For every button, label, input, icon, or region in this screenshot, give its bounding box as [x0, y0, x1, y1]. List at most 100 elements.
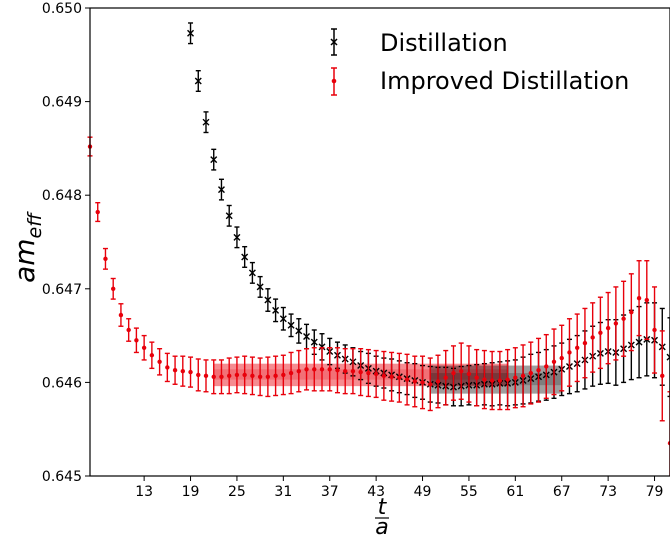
improved-distillation-marker — [451, 370, 456, 376]
improved-distillation-point — [582, 307, 588, 379]
distillation-marker — [210, 156, 218, 164]
improved-distillation-point — [218, 359, 224, 395]
improved-distillation-marker — [582, 340, 588, 346]
improved-distillation-marker — [652, 327, 657, 333]
improved-distillation-marker — [466, 371, 472, 377]
improved-distillation-marker — [605, 325, 611, 331]
improved-distillation-marker — [343, 368, 348, 374]
improved-distillation-point — [528, 341, 534, 405]
x-tick-label: 31 — [274, 484, 292, 500]
x-axis-label: t a — [375, 495, 389, 539]
distillation-marker — [666, 353, 670, 361]
improved-distillation-marker — [520, 373, 526, 379]
improved-distillation-point — [118, 303, 124, 327]
improved-distillation-point — [412, 355, 418, 408]
plot-frame — [89, 7, 670, 477]
improved-distillation-point — [164, 352, 170, 383]
distillation-point — [303, 323, 311, 350]
distillation-marker — [635, 338, 643, 346]
improved-distillation-marker — [381, 373, 387, 379]
x-tick-label: 25 — [228, 484, 246, 500]
improved-distillation-point — [590, 302, 596, 373]
improved-distillation-point — [95, 201, 101, 223]
improved-distillation-point — [195, 358, 201, 392]
improved-distillation-point — [188, 356, 194, 388]
improved-distillation-marker — [621, 316, 626, 321]
y-tick-label: 0.645 — [42, 469, 82, 485]
improved-distillation-point — [126, 318, 132, 342]
distillation-marker — [264, 296, 272, 304]
distillation-point — [256, 275, 264, 298]
distillation-point — [248, 261, 256, 284]
improved-distillation-point — [389, 351, 395, 402]
improved-distillation-marker — [636, 295, 642, 301]
improved-distillation-marker — [598, 330, 603, 335]
improved-distillation-marker — [474, 375, 479, 380]
distillation-point — [202, 111, 210, 134]
improved-distillation-point — [180, 355, 186, 387]
improved-distillation-marker — [660, 373, 665, 379]
distillation-point — [666, 317, 670, 398]
y-tick-label: 0.648 — [42, 188, 82, 204]
svg-text:ameff: ameff — [8, 211, 46, 283]
distillation-marker — [202, 118, 210, 126]
improved-distillation-point — [373, 349, 379, 399]
distillation-point — [241, 245, 249, 268]
improved-distillation-marker — [428, 382, 433, 387]
improved-distillation-marker — [505, 377, 510, 382]
improved-distillation-marker — [172, 368, 178, 373]
improved-distillation-marker — [203, 373, 209, 379]
improved-distillation-point — [327, 347, 333, 392]
x-tick-label: 67 — [553, 484, 571, 500]
improved-distillation-marker — [528, 370, 533, 376]
improved-distillation-point — [597, 296, 603, 370]
improved-distillation-marker — [188, 369, 193, 375]
distillation-marker — [217, 186, 225, 194]
improved-distillation-marker — [373, 371, 379, 377]
distillation-marker — [248, 269, 256, 277]
improved-distillation-marker — [435, 379, 441, 384]
improved-distillation-marker — [513, 375, 518, 380]
improved-distillation-point — [644, 260, 650, 341]
legend-marker-improved — [331, 78, 337, 84]
legend-item-distillation: Distillation — [330, 28, 508, 57]
improved-distillation-point — [273, 355, 279, 397]
improved-distillation-point — [559, 324, 565, 392]
legend-label-distillation: Distillation — [380, 29, 508, 57]
improved-distillation-marker — [250, 373, 255, 379]
x-axis-label-denominator: a — [375, 515, 388, 539]
improved-distillation-point — [574, 313, 580, 383]
improved-distillation-point — [296, 349, 302, 393]
improved-distillation-marker — [265, 374, 271, 379]
improved-distillation-point — [288, 351, 294, 395]
improved-distillation-marker — [389, 374, 394, 379]
distillation-point — [318, 333, 326, 361]
improved-distillation-point — [396, 352, 402, 403]
improved-distillation-marker — [420, 380, 425, 385]
legend-item-improved-distillation: Improved Distillation — [331, 67, 629, 96]
distillation-marker — [256, 283, 264, 291]
improved-distillation-point — [203, 359, 209, 393]
x-tick-label: 13 — [135, 484, 153, 500]
improved-distillation-marker — [141, 345, 147, 350]
y-tick-label: 0.647 — [42, 282, 82, 298]
improved-distillation-point — [605, 291, 611, 365]
legend: Distillation Improved Distillation — [330, 28, 629, 96]
improved-distillation-marker — [327, 367, 332, 372]
legend-label-improved-distillation: Improved Distillation — [380, 67, 629, 95]
improved-distillation-marker — [157, 359, 162, 365]
improved-distillation-marker — [126, 327, 131, 333]
improved-distillation-point — [350, 348, 356, 395]
distillation-point — [217, 178, 225, 201]
improved-distillation-point — [551, 328, 557, 396]
x-axis-ticks: 13 19 25 31 37 43 49 55 61 67 73 79 — [135, 476, 663, 500]
improved-distillation-marker — [551, 359, 557, 365]
improved-distillation-marker — [180, 368, 185, 374]
distillation-marker — [279, 315, 287, 323]
improved-distillation-marker — [273, 373, 278, 379]
improved-distillation-point — [358, 348, 364, 397]
improved-distillation-marker — [489, 378, 495, 383]
improved-distillation-marker — [397, 375, 402, 380]
improved-distillation-point — [652, 286, 658, 374]
improved-distillation-marker — [296, 368, 301, 374]
